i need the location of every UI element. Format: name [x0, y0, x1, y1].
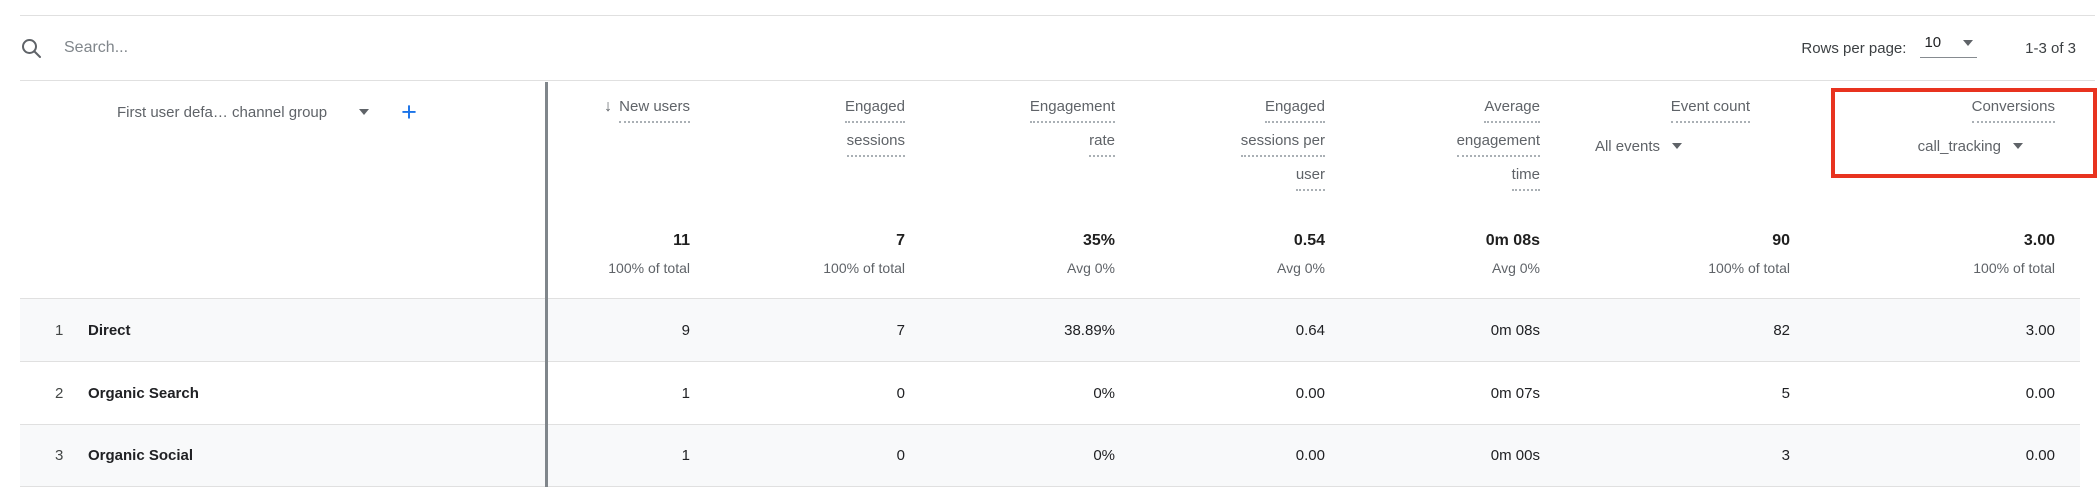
event-filter-value: All events	[1594, 137, 1660, 155]
channel-name: Organic Social	[88, 447, 194, 464]
sort-descending-icon: ↓	[604, 98, 613, 115]
table-row: 2 Organic Search 1 0 0% 0.00 0m 07s 5 0.…	[20, 361, 2080, 424]
column-header-label[interactable]: rate	[1089, 129, 1115, 157]
table-header-row: First user defa… channel group + ↓ New us…	[20, 81, 2080, 216]
cell-conversions: 0.00	[2025, 384, 2055, 402]
toolbar-divider	[20, 80, 2095, 81]
search-input[interactable]	[64, 39, 484, 57]
cell-engaged-sessions: 0	[896, 384, 905, 402]
cell-new-users: 9	[681, 321, 690, 339]
chevron-down-icon	[2013, 143, 2023, 149]
cell-event-count: 82	[1773, 321, 1790, 339]
conversion-event-dropdown[interactable]: call_tracking	[1790, 129, 2055, 163]
total-engaged-sessions: 7 100% of total	[823, 232, 905, 276]
total-conversions: 3.00 100% of total	[1973, 232, 2055, 276]
chevron-down-icon	[359, 109, 370, 115]
table-row: 3 Organic Social 1 0 0% 0.00 0m 00s 3 0.…	[20, 424, 2080, 487]
cell-new-users: 1	[681, 447, 690, 464]
rows-per-page-select[interactable]: 10	[1920, 32, 1978, 58]
rows-per-page-value: 10	[1924, 34, 1942, 51]
cell-engaged-sessions-per-user: 0.00	[1295, 447, 1325, 464]
column-header-event-count[interactable]: Event count All events	[1540, 95, 1790, 216]
cell-new-users: 1	[681, 384, 690, 402]
column-header-label[interactable]: sessions per	[1240, 129, 1325, 157]
channel-name: Organic Search	[88, 384, 199, 402]
cell-engaged-sessions-per-user: 0.00	[1295, 384, 1325, 402]
column-header-conversions[interactable]: Conversions call_tracking	[1790, 95, 2080, 216]
cell-average-engagement-time: 0m 07s	[1490, 384, 1540, 402]
cell-engagement-rate: 0%	[1093, 384, 1115, 402]
column-header-label[interactable]: time	[1511, 163, 1540, 191]
cell-average-engagement-time: 0m 08s	[1490, 321, 1540, 339]
cell-average-engagement-time: 0m 00s	[1490, 447, 1540, 464]
column-header-average-engagement-time[interactable]: Average engagement time	[1325, 95, 1540, 216]
column-header-label[interactable]: Engaged	[1264, 95, 1325, 123]
column-header-label[interactable]: sessions	[846, 129, 905, 157]
column-header-label[interactable]: engagement	[1456, 129, 1540, 157]
toolbar-right: Rows per page: 10 1-3 of 3	[1801, 32, 2076, 61]
row-index: 2	[55, 384, 64, 402]
top-divider	[20, 15, 2095, 16]
row-index: 3	[55, 447, 64, 464]
search-box[interactable]	[20, 37, 484, 59]
column-header-label[interactable]: New users	[619, 95, 690, 123]
column-header-label[interactable]: Event count	[1670, 95, 1750, 123]
cell-engagement-rate: 0%	[1093, 447, 1115, 464]
cell-engaged-sessions: 0	[896, 447, 905, 464]
column-header-new-users[interactable]: ↓ New users	[545, 95, 690, 216]
chevron-down-icon	[1963, 39, 1974, 46]
column-header-label[interactable]: Conversions	[1971, 95, 2055, 123]
event-filter-dropdown[interactable]: All events	[1540, 129, 1790, 163]
cell-engagement-rate: 38.89%	[1064, 321, 1115, 339]
column-header-label[interactable]: user	[1295, 163, 1325, 191]
total-event-count: 90 100% of total	[1708, 232, 1790, 276]
cell-conversions: 3.00	[2025, 321, 2055, 339]
cell-event-count: 3	[1781, 447, 1790, 464]
chevron-down-icon	[1672, 143, 1682, 149]
dimension-header[interactable]: First user defa… channel group +	[20, 95, 545, 129]
report-table: First user defa… channel group + ↓ New us…	[20, 81, 2080, 487]
cell-engaged-sessions: 7	[896, 321, 905, 339]
row-index: 1	[55, 321, 64, 339]
column-header-engaged-sessions[interactable]: Engaged sessions	[690, 95, 905, 216]
column-resize-divider[interactable]	[545, 82, 548, 487]
rows-per-page-label: Rows per page:	[1801, 39, 1907, 57]
column-header-label[interactable]: Engagement	[1029, 95, 1115, 123]
conversion-event-value: call_tracking	[1917, 137, 2001, 155]
dimension-header-label[interactable]: First user defa… channel group	[117, 103, 328, 121]
pagination-range: 1-3 of 3	[2025, 39, 2076, 57]
channel-name: Direct	[88, 321, 131, 339]
cell-event-count: 5	[1781, 384, 1790, 402]
table-row: 1 Direct 9 7 38.89% 0.64 0m 08s 82 3.00	[20, 298, 2080, 361]
column-header-engagement-rate[interactable]: Engagement rate	[905, 95, 1115, 216]
totals-row: 11 100% of total 7 100% of total 35% Avg…	[20, 216, 2080, 298]
cell-engaged-sessions-per-user: 0.64	[1295, 321, 1325, 339]
column-header-label[interactable]: Engaged	[844, 95, 905, 123]
add-column-icon[interactable]: +	[401, 96, 417, 127]
cell-conversions: 0.00	[2025, 447, 2055, 464]
search-icon	[22, 39, 41, 58]
table-toolbar: Rows per page: 10 1-3 of 3	[20, 16, 2076, 80]
total-average-engagement-time: 0m 08s Avg 0%	[1485, 232, 1540, 276]
column-header-engaged-sessions-per-user[interactable]: Engaged sessions per user	[1115, 95, 1325, 216]
column-header-label[interactable]: Average	[1484, 95, 1540, 123]
total-engagement-rate: 35% Avg 0%	[1067, 232, 1115, 276]
total-new-users: 11 100% of total	[608, 232, 690, 276]
total-engaged-sessions-per-user: 0.54 Avg 0%	[1277, 232, 1325, 276]
